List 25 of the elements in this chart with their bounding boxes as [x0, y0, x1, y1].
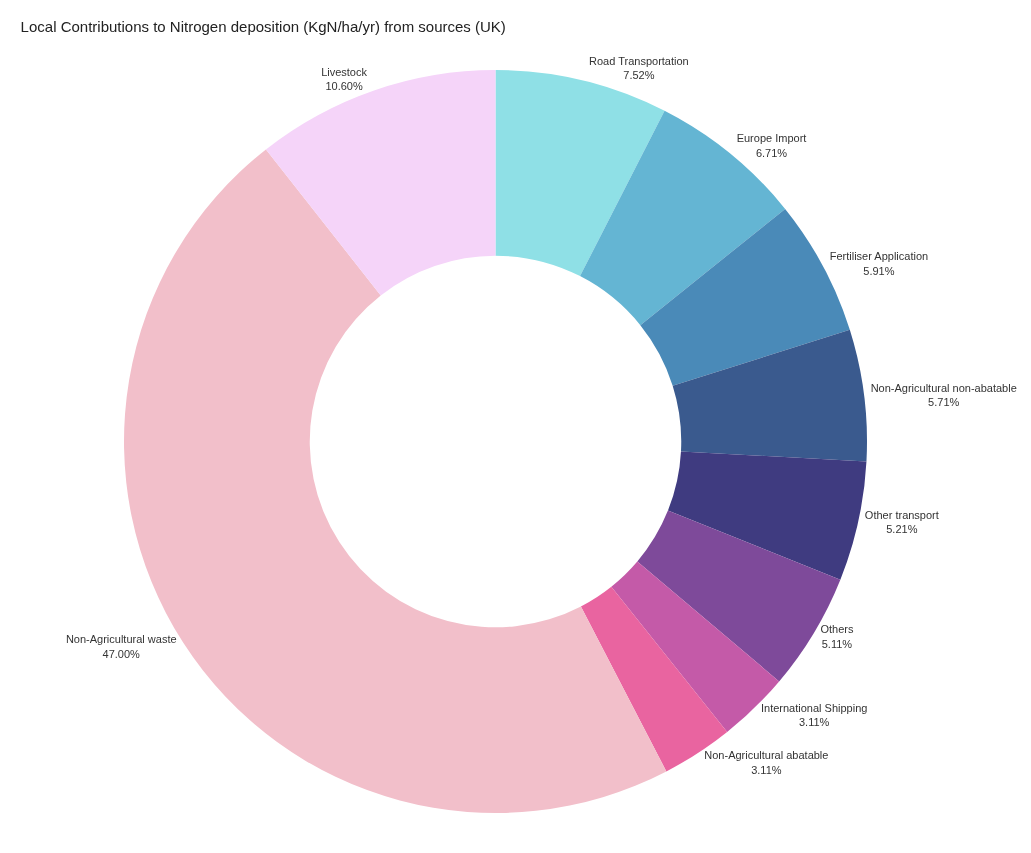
donut-slice — [667, 451, 867, 580]
data-label: 3.11% — [798, 715, 830, 728]
slice-label: Europe Import — [736, 132, 807, 145]
donut-slice — [265, 70, 496, 296]
donut-slice — [495, 70, 665, 277]
slice-label: Non-Agricultural non-abatable — [870, 381, 1017, 394]
data-label: 7.52% — [623, 69, 655, 82]
data-label: 5.71% — [928, 395, 960, 408]
data-label: 3.11% — [751, 763, 782, 776]
data-label: 5.91% — [863, 264, 895, 277]
data-label: 5.21% — [886, 523, 918, 536]
slice-label: Non-Agricultural abatable — [704, 749, 829, 762]
slice-label: International Shipping — [760, 701, 868, 714]
slice-label: Other transport — [864, 509, 939, 522]
slice-label: Fertiliser Application — [829, 250, 929, 263]
donut-slice — [672, 329, 867, 462]
data-label: 5.11% — [821, 637, 853, 650]
chart-title: Local Contributions to Nitrogen deposition (KgN/ha/yr) from sources (UK) — [20, 17, 506, 35]
data-label: 10.60% — [325, 79, 363, 92]
slice-label: Road Transportation — [589, 54, 689, 67]
data-label: 6.71% — [755, 146, 788, 159]
slice-label: Non-Agricultural waste — [65, 633, 177, 646]
slice-label: Livestock — [321, 65, 368, 78]
data-label: 47.00% — [102, 647, 141, 660]
slice-label: Others — [820, 623, 854, 636]
